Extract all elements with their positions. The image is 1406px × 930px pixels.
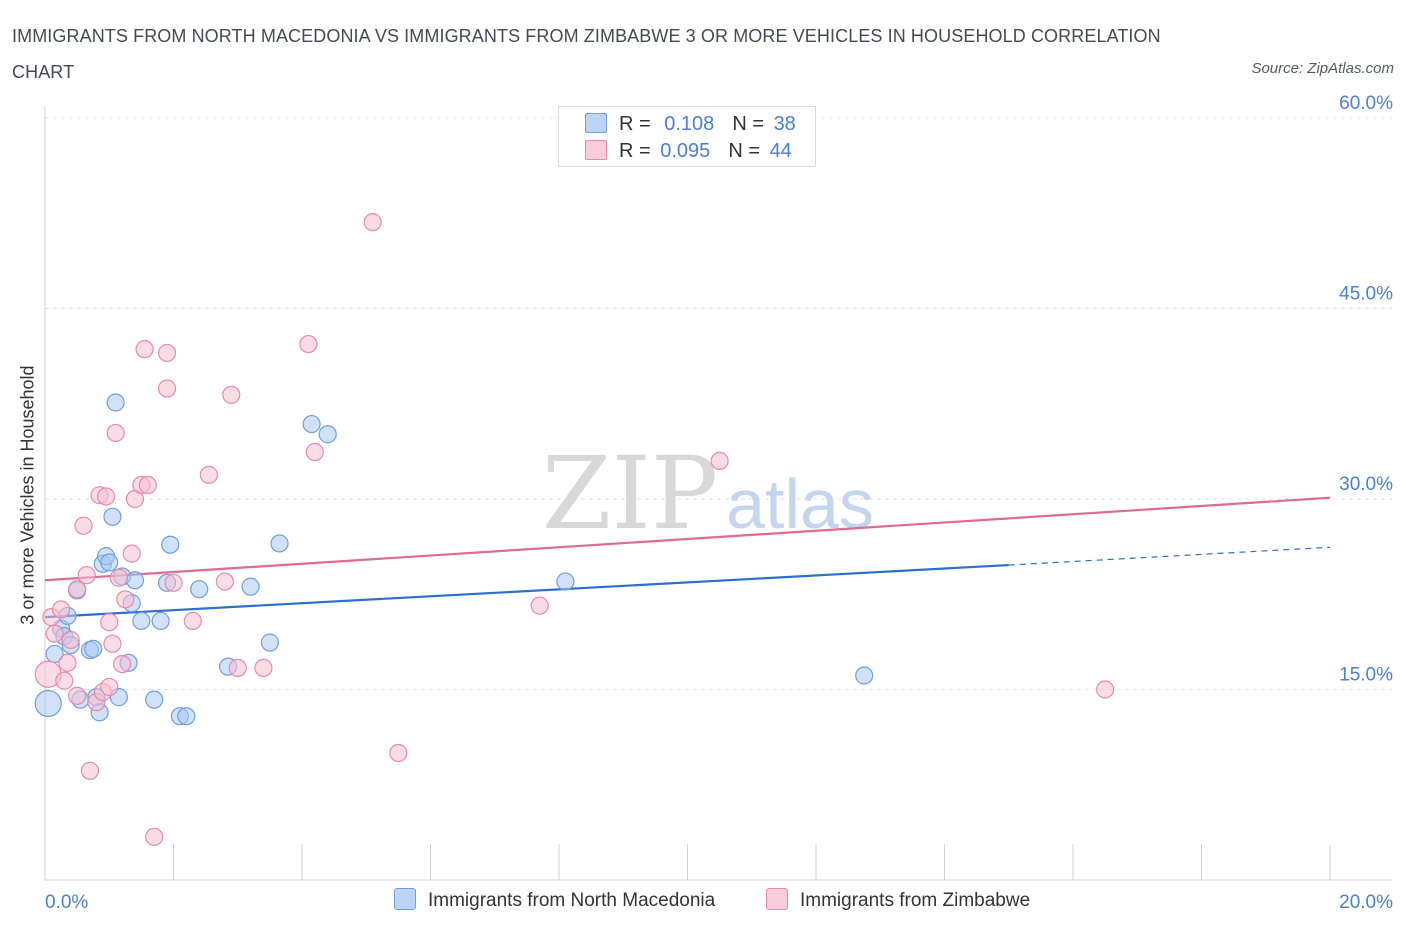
x-tick-max: 20.0% [1339, 892, 1393, 913]
point-north-macedonia [318, 425, 337, 444]
point-north-macedonia [260, 633, 279, 652]
point-zimbabwe [103, 634, 122, 653]
point-zimbabwe [228, 658, 247, 678]
point-zimbabwe [80, 761, 100, 780]
legend-r-value-2: 0.095 [660, 140, 711, 162]
correlation-legend: R = 0.108 N = 38 R = 0.095 N = 44 [558, 106, 816, 167]
point-north-macedonia [145, 690, 164, 709]
point-north-macedonia [190, 580, 209, 599]
point-zimbabwe [58, 653, 77, 672]
point-zimbabwe [51, 600, 71, 619]
point-north-macedonia [556, 572, 575, 591]
point-north-macedonia [855, 666, 874, 685]
point-north-macedonia [125, 571, 145, 590]
point-north-macedonia [241, 577, 260, 596]
point-zimbabwe [135, 340, 154, 359]
watermark-zip: ZIP [542, 435, 718, 552]
point-zimbabwe [299, 334, 318, 354]
bottom-legend-label-1: Immigrants from North Macedonia [428, 890, 716, 911]
point-zimbabwe [106, 423, 125, 443]
point-north-macedonia [84, 639, 103, 658]
point-zimbabwe [215, 572, 234, 591]
legend-swatch-blue [585, 113, 607, 133]
legend-swatch-pink [585, 140, 607, 160]
legend-row-zimbabwe: R = 0.095 N = 44 [585, 140, 792, 164]
legend-n-label: N = [732, 113, 764, 135]
point-zimbabwe [74, 516, 93, 535]
point-north-macedonia [103, 507, 122, 526]
y-tick-label: 45.0% [1339, 284, 1393, 305]
bottom-legend-zimbabwe: Immigrants from Zimbabwe [766, 888, 1030, 912]
point-zimbabwe [389, 743, 408, 763]
point-north-macedonia [177, 707, 196, 726]
point-zimbabwe [96, 487, 116, 506]
point-zimbabwe [100, 677, 119, 697]
point-zimbabwe [109, 568, 128, 587]
point-zimbabwe [116, 590, 135, 609]
point-zimbabwe [363, 213, 382, 232]
point-zimbabwe [530, 596, 549, 615]
point-north-macedonia [161, 535, 180, 554]
point-north-macedonia [106, 393, 125, 412]
bottom-legend-swatch-pink [766, 888, 788, 910]
point-zimbabwe [61, 630, 80, 650]
point-zimbabwe [710, 451, 729, 470]
point-zimbabwe [222, 385, 241, 404]
trend-line-north-macedonia-extrapolated [1008, 546, 1331, 566]
point-zimbabwe [77, 566, 96, 585]
bottom-legend-north-macedonia: Immigrants from North Macedonia [394, 888, 715, 912]
legend-n-value-2: 44 [769, 140, 792, 162]
axes [44, 105, 1392, 881]
legend-r-label: R = [619, 140, 651, 162]
y-tick-label: 15.0% [1339, 665, 1393, 686]
point-zimbabwe [122, 544, 141, 563]
point-zimbabwe [164, 573, 183, 592]
bottom-legend-swatch-blue [394, 888, 416, 910]
point-zimbabwe [1096, 680, 1115, 699]
legend-n-value-1: 38 [773, 113, 796, 135]
y-tick-label: 60.0% [1339, 93, 1393, 114]
point-zimbabwe [68, 580, 87, 599]
point-zimbabwe [157, 379, 177, 398]
bottom-legend-label-2: Immigrants from Zimbabwe [800, 890, 1031, 911]
point-zimbabwe [157, 343, 177, 363]
y-tick-labels: 15.0% 30.0% 45.0% 60.0% [1339, 93, 1393, 686]
legend-n-label: N = [728, 140, 760, 162]
y-tick-label: 30.0% [1339, 474, 1393, 495]
trend-lines [44, 496, 1331, 619]
point-north-macedonia [132, 611, 151, 631]
point-zimbabwe [100, 613, 119, 632]
data-points [34, 213, 1115, 846]
point-zimbabwe [305, 442, 324, 462]
point-zimbabwe [68, 686, 87, 705]
source-label: Source: ZipAtlas.com [1251, 60, 1394, 77]
point-zimbabwe [199, 465, 218, 484]
point-zimbabwe [112, 654, 132, 674]
legend-r-label: R = [619, 113, 651, 135]
point-zimbabwe [183, 611, 202, 631]
trend-line-zimbabwe [44, 496, 1331, 582]
point-north-macedonia [100, 553, 119, 572]
watermark-atlas: atlas [726, 465, 874, 543]
point-north-macedonia [34, 689, 62, 718]
grid-lines [45, 117, 1392, 690]
chart-title: IMMIGRANTS FROM NORTH MACEDONIA VS IMMIG… [12, 26, 1161, 82]
point-zimbabwe [138, 475, 157, 495]
legend-row-north-macedonia: R = 0.108 N = 38 [585, 113, 796, 137]
point-zimbabwe [45, 624, 64, 643]
point-zimbabwe [254, 658, 273, 678]
point-zimbabwe [145, 827, 164, 846]
trend-line-north-macedonia [44, 563, 1009, 619]
point-north-macedonia [270, 534, 289, 553]
point-north-macedonia [302, 414, 321, 434]
x-tick-min: 0.0% [45, 892, 88, 913]
point-north-macedonia [151, 611, 170, 631]
point-zimbabwe [55, 671, 74, 690]
legend-r-value-1: 0.108 [664, 113, 715, 135]
